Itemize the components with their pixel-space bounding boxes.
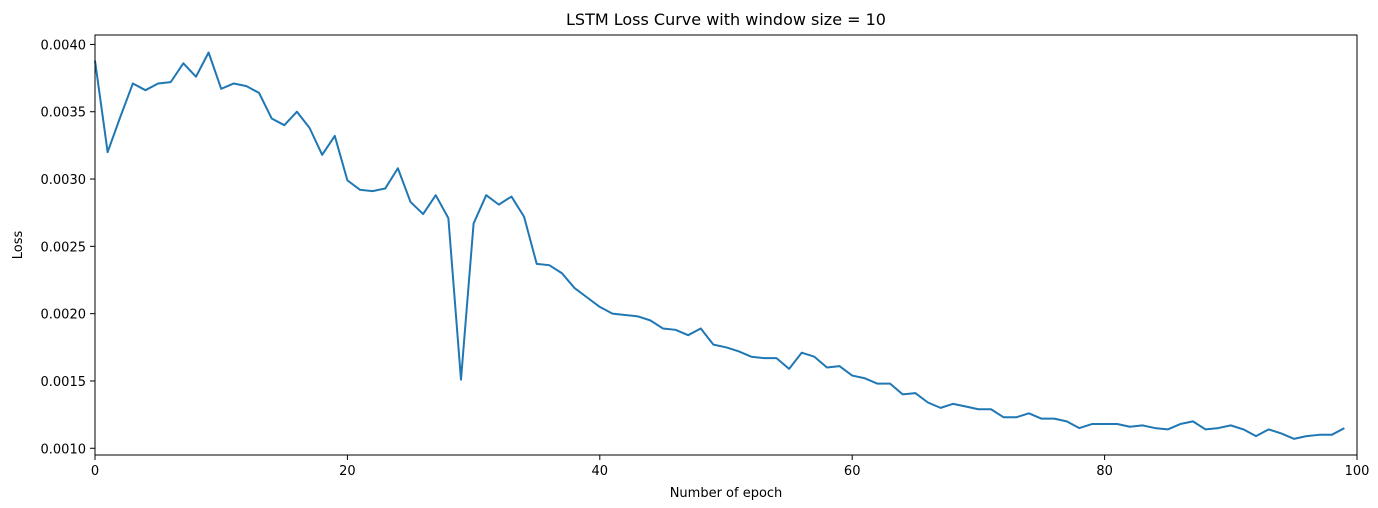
x-tick-label: 0 [91,464,99,479]
y-tick-label: 0.0030 [41,173,87,188]
y-axis: 0.0010 0.0015 0.0020 0.0025 0.0030 0.0035 0.00… [41,38,95,457]
x-axis: 0 20 40 60 80 100 [91,455,1370,479]
plot-frame [94,34,1358,456]
x-tick-label: 40 [592,464,609,479]
x-tick-label: 20 [339,464,356,479]
y-tick-label: 0.0010 [41,442,87,457]
y-axis-label: Loss [11,231,26,260]
x-axis-label: Number of epoch [670,486,783,501]
x-tick-label: 60 [844,464,861,479]
x-tick-label: 80 [1096,464,1113,479]
y-tick-label: 0.0015 [41,375,87,390]
x-tick-label: 100 [1345,464,1370,479]
y-tick-label: 0.0035 [41,106,87,121]
y-tick-label: 0.0020 [41,308,87,323]
y-tick-label: 0.0025 [41,240,87,255]
plot-area [94,51,1345,440]
y-tick-label: 0.0040 [41,38,87,53]
chart-title: LSTM Loss Curve with window size = 10 [566,10,886,29]
loss-series-line [94,51,1345,440]
